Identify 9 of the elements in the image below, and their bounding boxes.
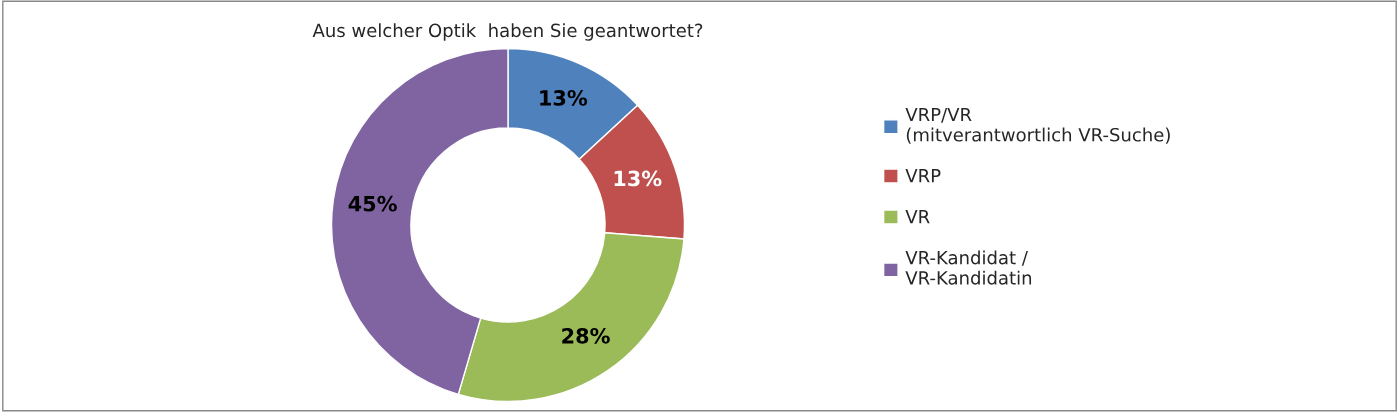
data-label: 13%: [540, 90, 588, 106]
data-label: 45%: [348, 195, 397, 212]
legend-label: VR: [905, 210, 930, 224]
legend-label: VR-Kandidat / VR-Kandidatin: [905, 250, 1032, 285]
chart-title: Aus welcher Optik haben Sie geantwortet?: [312, 23, 703, 41]
data-label: 28%: [562, 327, 610, 344]
legend-label: VRP: [905, 169, 941, 183]
legend-label: VRP/VR (mitverantwortlich VR-Suche): [905, 107, 1170, 144]
data-label: 13%: [614, 170, 662, 187]
